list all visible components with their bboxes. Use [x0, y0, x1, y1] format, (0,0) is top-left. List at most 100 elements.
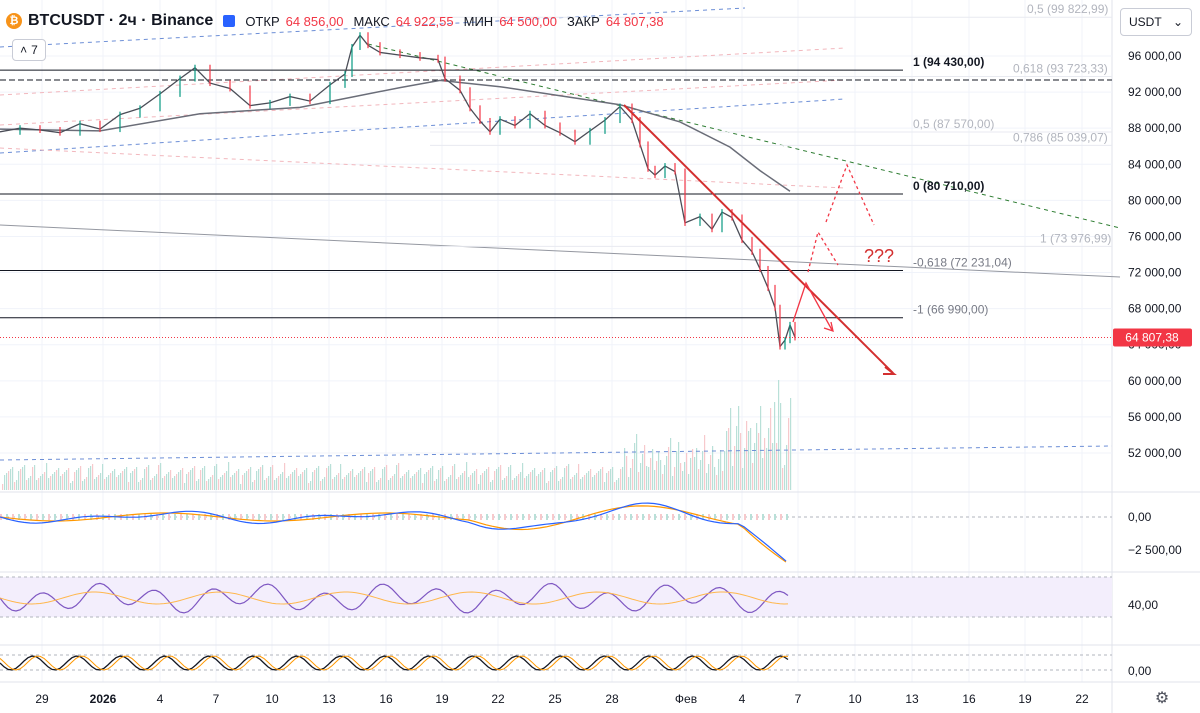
- macd-histogram-bar: [264, 514, 266, 520]
- volume-bar: [308, 483, 310, 490]
- volume-bar: [572, 477, 574, 490]
- macd-histogram-bar: [636, 514, 638, 520]
- volume-bar: [406, 472, 408, 490]
- macd-histogram-bar: [450, 514, 452, 520]
- gear-icon[interactable]: ⚙: [1154, 690, 1170, 707]
- volume-bar: [336, 475, 338, 490]
- volume-bar: [56, 470, 58, 490]
- volume-bar: [414, 474, 416, 490]
- fib-label: -1 (66 990,00): [913, 303, 988, 317]
- pane-separators: [0, 491, 1200, 683]
- currency-button[interactable]: USDT ⌄: [1120, 8, 1192, 36]
- volume-bar: [506, 476, 508, 490]
- volume-bar: [782, 468, 784, 490]
- volume-bar: [702, 451, 704, 490]
- volume-bar: [188, 472, 190, 490]
- time-axis-label: 4: [157, 692, 164, 706]
- volume-bar: [126, 467, 128, 490]
- volume-bar: [736, 426, 738, 490]
- time-axis-label: 16: [962, 692, 976, 706]
- volume-bar: [310, 481, 312, 490]
- volume-bar: [254, 480, 256, 490]
- moving-average-line: [0, 79, 791, 192]
- volume-bar: [424, 474, 426, 490]
- indicators-count: 7: [31, 43, 38, 57]
- volume-bar: [14, 482, 16, 490]
- volume-bar: [694, 457, 696, 490]
- fib-label: 1 (73 976,99): [1040, 231, 1111, 245]
- volume-bar: [136, 467, 138, 490]
- volume-bar: [698, 469, 700, 490]
- fib-label: 0,5 (87 570,00): [913, 117, 994, 131]
- macd-histogram-bar: [756, 514, 758, 520]
- indicators-toggle-button[interactable]: ˄ 7: [12, 39, 46, 61]
- volume-bar: [12, 467, 14, 490]
- volume-bar: [512, 480, 514, 490]
- volume-bar: [296, 468, 298, 490]
- price-axis: 96 000,00 92 000,00 88 000,00 84 000,00 80 0…: [1128, 49, 1182, 678]
- volume-bar: [164, 476, 166, 490]
- volume-bar: [48, 478, 50, 490]
- flag-icon[interactable]: [223, 15, 236, 27]
- volume-bar: [332, 479, 334, 490]
- macd-histogram-bar: [726, 514, 728, 520]
- price-axis-label: 92 000,00: [1128, 85, 1182, 99]
- low-label: МИН: [463, 13, 494, 29]
- volume-bar: [586, 473, 588, 490]
- price-axis-label: 68 000,00: [1128, 302, 1182, 316]
- volume-bar: [158, 465, 160, 490]
- symbol-title[interactable]: BTCUSDT · 2ч · Binance: [28, 12, 214, 29]
- volume-bar: [282, 472, 284, 490]
- volume-bar: [16, 480, 18, 490]
- volume-bar: [598, 471, 600, 490]
- volume-bar: [290, 474, 292, 490]
- currency-label: USDT: [1129, 15, 1162, 29]
- volume-bar: [622, 467, 624, 490]
- volume-bar: [38, 478, 40, 490]
- volume-bar: [466, 462, 468, 490]
- volume-bar: [270, 467, 272, 490]
- volume-bar: [772, 443, 774, 490]
- volume-bar: [726, 431, 728, 490]
- volume-bar: [528, 474, 530, 490]
- time-axis-label: 22: [1075, 692, 1089, 706]
- volume-bar: [410, 478, 412, 490]
- price-axis-label: 60 000,00: [1128, 374, 1182, 388]
- trend-lines: [0, 7, 1121, 461]
- volume-bar: [656, 461, 658, 490]
- volume-bar: [540, 472, 542, 490]
- volume-bar: [582, 477, 584, 490]
- volume-bar: [470, 475, 472, 490]
- macd-histogram-bar: [390, 514, 392, 520]
- macd-histogram-bar: [738, 514, 740, 520]
- price-axis-label: 52 000,00: [1128, 446, 1182, 460]
- volume-bar: [634, 443, 636, 490]
- open-value: 64 856,00: [285, 13, 344, 29]
- macd-histogram-bar: [534, 514, 536, 520]
- macd-histogram-bar: [66, 514, 68, 520]
- volume-bar: [454, 464, 456, 490]
- forecast-arrows: [623, 104, 897, 375]
- macd-histogram-bar: [270, 514, 272, 520]
- volume-bar: [64, 472, 66, 490]
- macd-histogram-bar: [648, 514, 650, 520]
- volume-bar: [66, 470, 68, 490]
- macd-histogram-bar: [186, 514, 188, 520]
- rsi-ma-line: [0, 591, 789, 605]
- macd-histogram-bar: [654, 514, 656, 520]
- volume-bar: [550, 472, 552, 490]
- time-axis-label: 13: [322, 692, 336, 706]
- volume-bar: [490, 482, 492, 490]
- volume-bar: [234, 473, 236, 490]
- macd-histogram-bar: [618, 514, 620, 520]
- trend-line: [0, 224, 1121, 278]
- volume-bar: [40, 476, 42, 490]
- volume-bar: [458, 477, 460, 490]
- trend-line: [367, 43, 1121, 229]
- macd-histogram-bar: [732, 514, 734, 520]
- volume-bar: [570, 479, 572, 490]
- macd-histogram-bar: [18, 514, 20, 520]
- volume-bar: [128, 482, 130, 490]
- macd-histogram-bar: [480, 514, 482, 520]
